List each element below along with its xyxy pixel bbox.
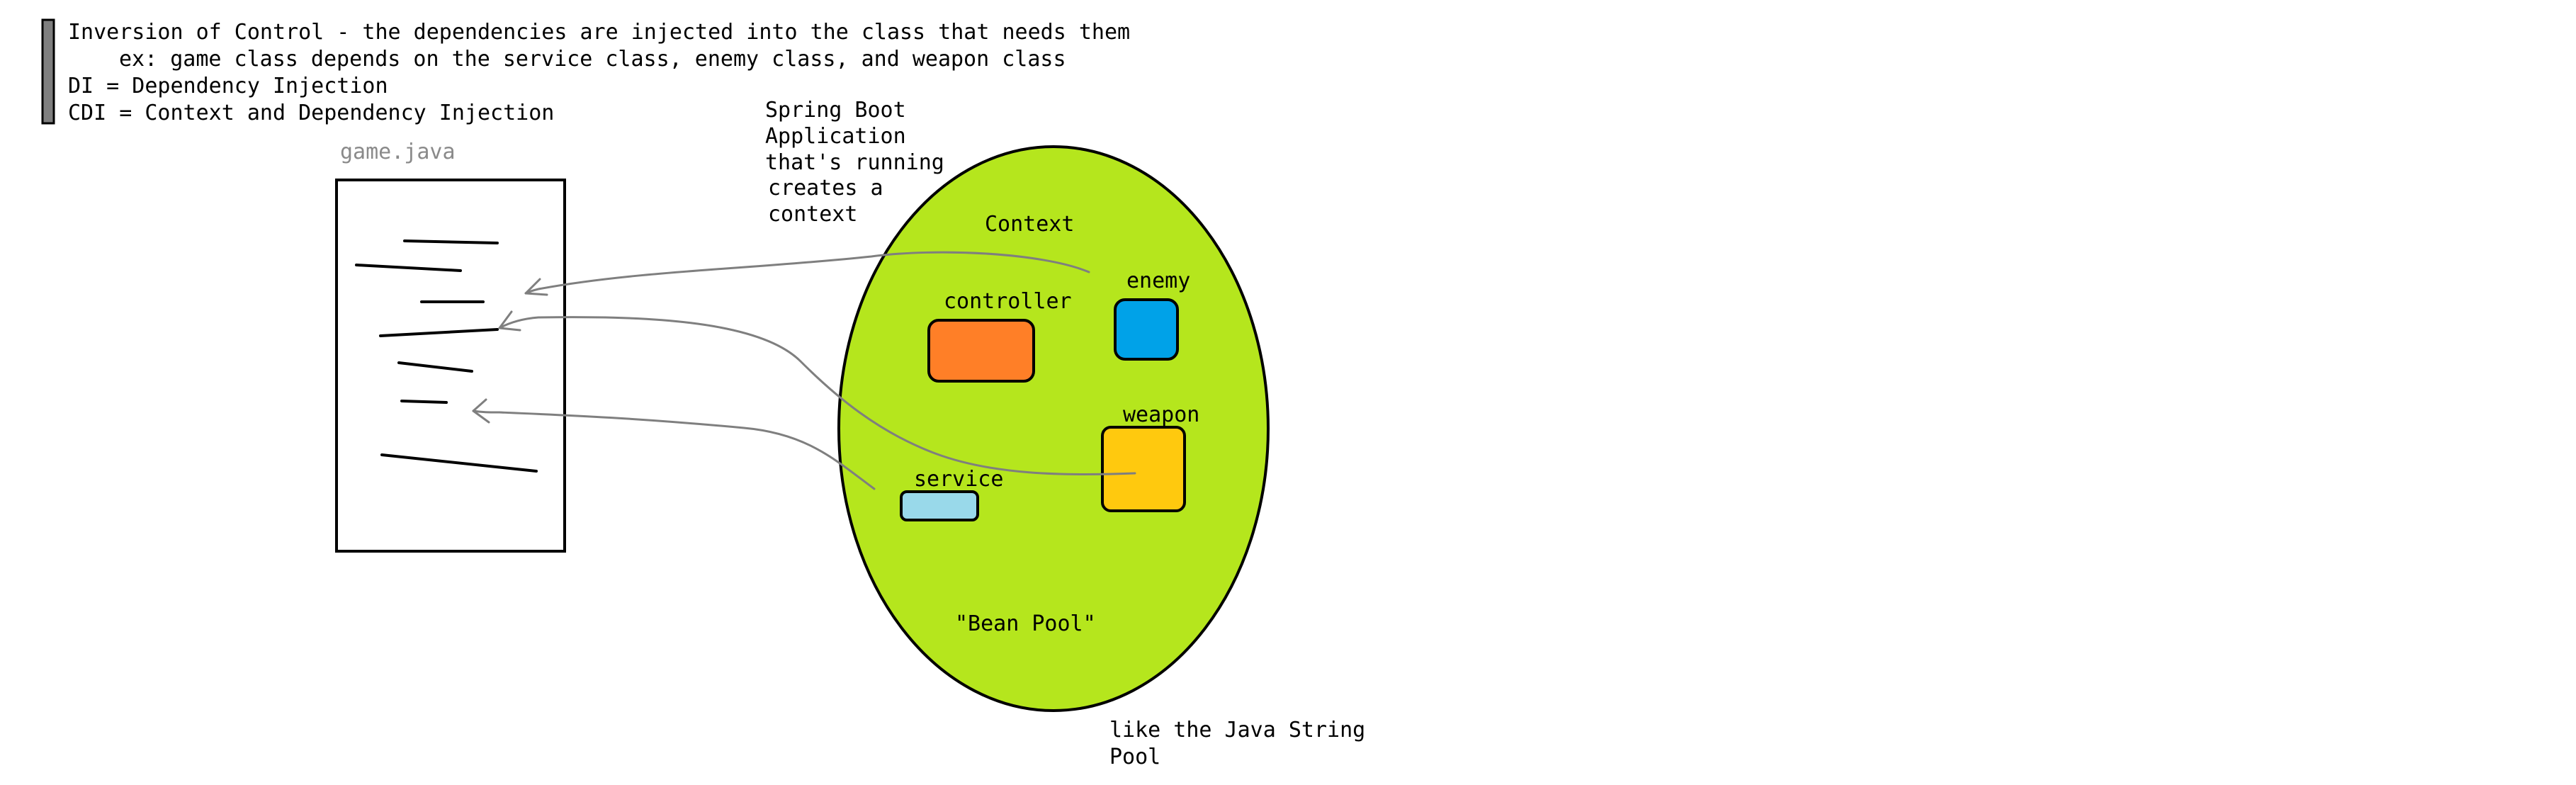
injection-arrows bbox=[472, 251, 1136, 490]
note-di-definition: DI = Dependency Injection bbox=[68, 74, 388, 98]
file-code-lines bbox=[355, 239, 538, 473]
service-arrowhead bbox=[472, 398, 490, 424]
code-line bbox=[400, 400, 448, 404]
notes-marker-bar bbox=[41, 18, 55, 125]
spring-note-line: Application bbox=[765, 124, 906, 149]
enemy-bean bbox=[1114, 298, 1179, 361]
spring-note-line: creates a bbox=[768, 176, 883, 201]
service-injection-arrow bbox=[472, 410, 876, 490]
pool-note-line: Pool bbox=[1109, 745, 1160, 769]
game-java-file bbox=[335, 179, 566, 553]
controller-bean-label: controller bbox=[944, 289, 1072, 314]
service-bean-label: service bbox=[914, 467, 1003, 492]
code-line bbox=[379, 328, 499, 337]
enemy-arrowhead bbox=[524, 278, 548, 296]
code-line bbox=[397, 361, 473, 373]
spring-note-line: context bbox=[768, 202, 857, 227]
pool-note-line: like the Java String bbox=[1109, 718, 1365, 742]
note-cdi-definition: CDI = Context and Dependency Injection bbox=[68, 101, 554, 125]
bean-pool-label: "Bean Pool" bbox=[955, 611, 1096, 636]
context-ellipse bbox=[837, 145, 1270, 712]
code-line bbox=[355, 264, 462, 272]
note-ioc-definition: Inversion of Control - the dependencies … bbox=[68, 20, 1130, 45]
enemy-bean-label: enemy bbox=[1126, 269, 1190, 293]
enemy-injection-arrow bbox=[524, 251, 1090, 295]
code-line bbox=[403, 239, 499, 244]
controller-bean bbox=[927, 319, 1035, 383]
weapon-bean bbox=[1101, 426, 1186, 512]
weapon-arrowhead bbox=[498, 310, 521, 332]
note-ioc-example: ex: game class depends on the service cl… bbox=[119, 47, 1066, 72]
spring-note-line: that's running bbox=[765, 150, 944, 175]
spring-note-line: Spring Boot bbox=[765, 98, 906, 123]
service-bean bbox=[900, 490, 979, 521]
weapon-injection-arrow bbox=[498, 316, 1136, 476]
weapon-bean-label: weapon bbox=[1123, 402, 1199, 427]
code-line bbox=[380, 453, 538, 473]
context-title: Context bbox=[985, 212, 1074, 237]
file-name-label: game.java bbox=[340, 140, 456, 164]
